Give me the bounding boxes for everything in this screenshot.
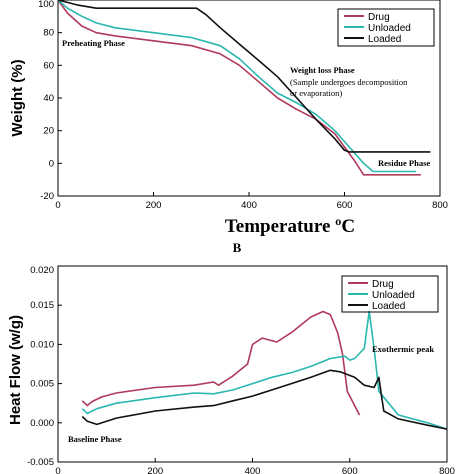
dsc-legend-drug: Drug (372, 279, 394, 290)
tga-legend: Drug Unloaded Loaded (337, 8, 435, 47)
tga-y-tick-label: 80 (43, 28, 54, 39)
tga-x-tick-label: 200 (146, 200, 162, 211)
tga-x-axis-label: Temperature ºC (225, 216, 355, 237)
tga-annotation-weightloss: Weight loss Phase (290, 65, 355, 75)
tga-x-tick-label: 600 (337, 200, 353, 211)
dsc-y-tick-label: 0.020 (30, 265, 54, 276)
tga-annotation-evap: or evaporation) (290, 88, 342, 98)
dsc-x-tick-label: 800 (439, 466, 455, 474)
dsc-y-axis-label: Heat Flow (w/g) (7, 315, 24, 425)
tga-series (57, 0, 431, 176)
tga-annotation-residue: Residue Phase (378, 158, 430, 168)
dsc-x-tick-label: 0 (55, 466, 60, 474)
dsc-y-tick-label: -0.005 (27, 457, 54, 468)
tga-legend-box (337, 8, 435, 47)
tga-y-tick-label: 100 (38, 0, 54, 10)
dsc-chart: 0 200 400 600 800 -0.005 0.000 0.005 0.010 0.015 0… (7, 265, 455, 474)
tga-series-drug (57, 0, 421, 176)
tga-y-axis-label: Weight (%) (9, 59, 26, 136)
dsc-ticks: 0 200 400 600 800 -0.005 0.000 0.005 0.010 0.015 0… (27, 265, 455, 474)
dsc-y-tick-label: 0.015 (30, 300, 54, 311)
dsc-legend: Drug Unloaded Loaded (341, 275, 439, 313)
tga-series-loaded (57, 0, 431, 153)
dsc-y-tick-label: 0.010 (30, 339, 54, 350)
tga-y-tick-label: 0 (49, 158, 54, 169)
dsc-legend-unloaded: Unloaded (372, 290, 415, 301)
dsc-series-drug (81, 310, 361, 416)
tga-y-tick-label: 60 (43, 60, 54, 71)
tga-y-tick-label: 40 (43, 93, 54, 104)
tga-x-tick-label: 400 (241, 200, 257, 211)
tga-series-unloaded (57, 0, 417, 173)
tga-x-tick-label: 0 (55, 200, 60, 211)
dsc-x-tick-label: 600 (342, 466, 358, 474)
dsc-x-tick-label: 200 (147, 466, 163, 474)
dsc-legend-box (341, 275, 439, 313)
tga-y-tick-label: 20 (43, 126, 54, 137)
dsc-x-tick-label: 400 (245, 466, 261, 474)
dsc-annotation-exothermic: Exothermic peak (372, 344, 434, 354)
dsc-series-unloaded (81, 310, 448, 430)
dsc-series-loaded (81, 369, 448, 430)
tga-y-tick-label: -20 (40, 191, 54, 202)
tga-x-tick-label: 800 (432, 200, 448, 211)
tga-legend-drug: Drug (368, 12, 390, 23)
panel-label: B (233, 240, 242, 255)
dsc-y-tick-label: 0.005 (30, 379, 54, 390)
tga-annotation-preheating: Preheating Phase (62, 38, 125, 48)
dsc-legend-loaded: Loaded (372, 301, 405, 312)
tga-legend-loaded: Loaded (368, 34, 401, 45)
tga-legend-unloaded: Unloaded (368, 23, 411, 34)
dsc-annotation-baseline: Baseline Phase (68, 434, 122, 444)
dsc-y-tick-label: 0.000 (30, 418, 54, 429)
tga-annotation-decomp: (Sample undergoes decomposition (290, 77, 408, 87)
dsc-series (81, 310, 448, 430)
